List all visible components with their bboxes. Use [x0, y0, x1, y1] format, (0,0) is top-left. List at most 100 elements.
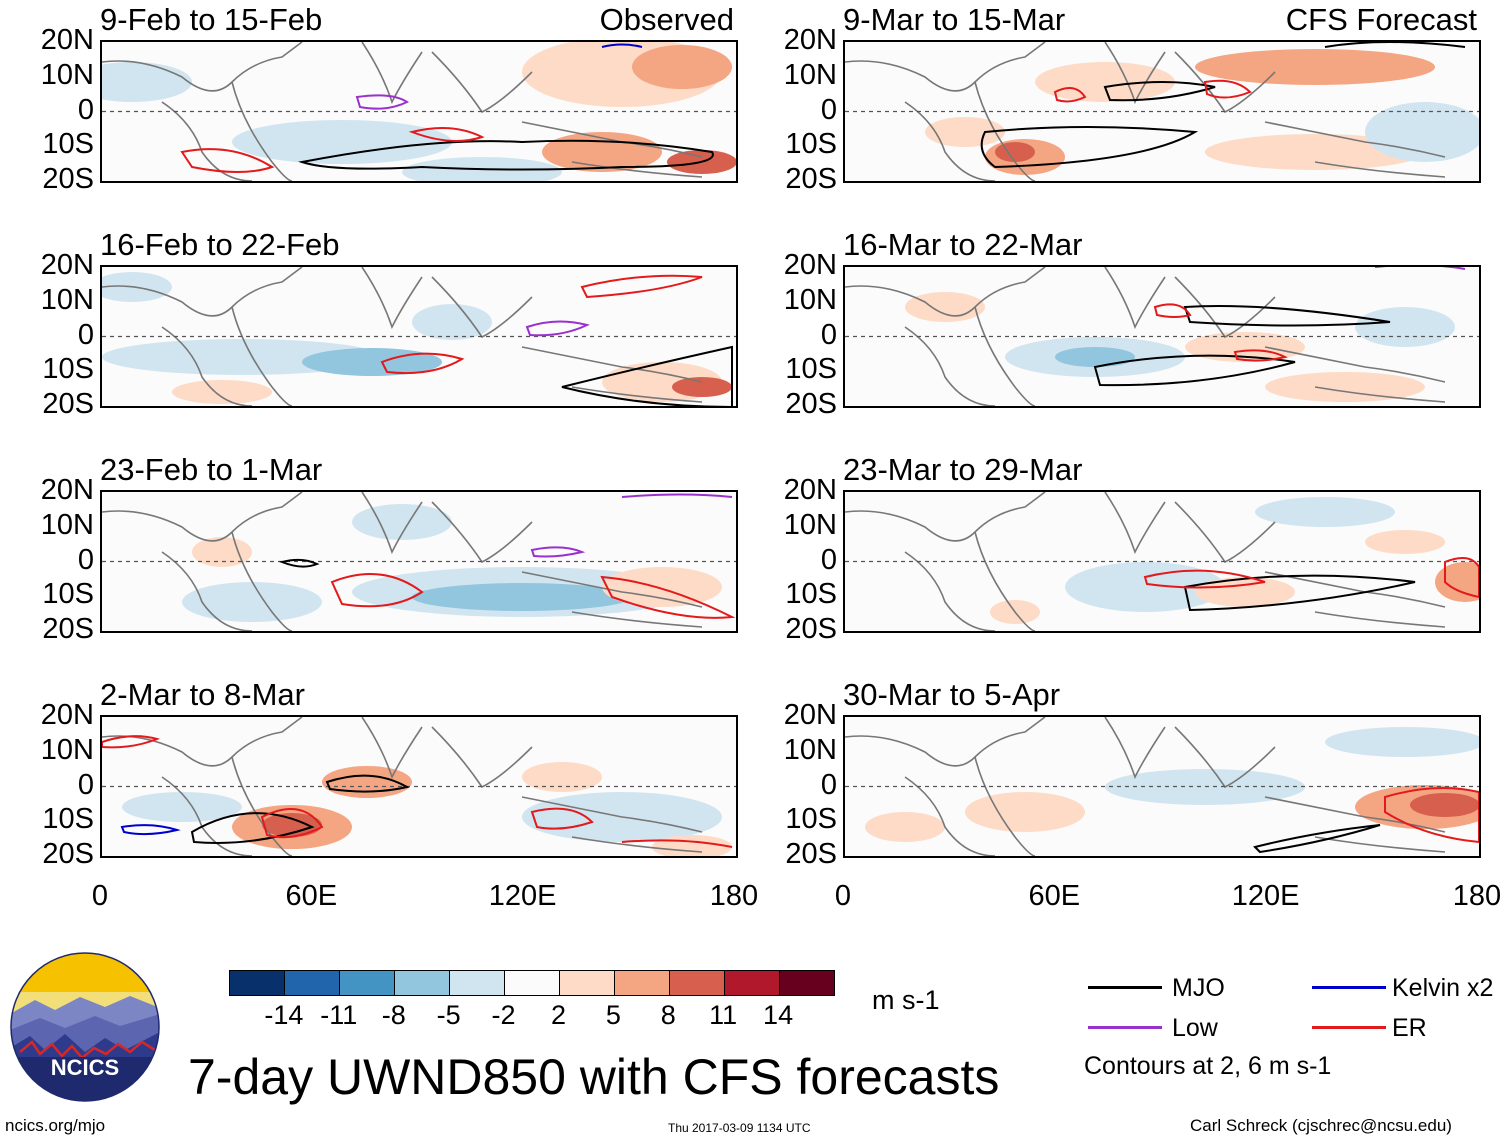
lat-tick-label: 10S [42, 353, 94, 386]
wave-contour [190, 812, 315, 844]
lat-tick-label: 20N [783, 24, 837, 56]
anomaly-shade [1195, 49, 1435, 85]
lat-tick-label: 0 [77, 93, 94, 126]
wave-contour [408, 127, 485, 142]
anomaly-shade [412, 583, 632, 611]
anomaly-shade [1065, 562, 1225, 612]
panel-map [843, 715, 1481, 858]
lat-tick-label: 20N [783, 474, 837, 506]
wave-contour [980, 126, 1199, 169]
anomaly-shade [1325, 727, 1479, 757]
anomaly-field [845, 42, 1479, 181]
panel-map [843, 490, 1481, 633]
lat-tick-label: 10N [783, 283, 837, 316]
colorbar-cell [505, 971, 560, 995]
colorbar-cell [780, 971, 834, 995]
colorbar-cell [560, 971, 615, 995]
wave-contour [530, 807, 594, 830]
wave-contour [1444, 557, 1479, 599]
anomaly-shade [172, 380, 272, 404]
wave-contour [525, 320, 590, 337]
wave-contour [1384, 787, 1479, 844]
wave-contour [1183, 574, 1416, 612]
lat-tick-label: 10S [785, 578, 837, 611]
panel-title: 9-Feb to 15-Feb [100, 2, 323, 37]
anomaly-field [845, 492, 1479, 631]
lat-tick-label: 10S [785, 128, 837, 161]
lat-tick-label: 10S [42, 578, 94, 611]
wave-contour [278, 558, 320, 568]
anomaly-shade [1255, 497, 1395, 527]
lat-tick-label: 0 [77, 543, 94, 576]
anomaly-shade [1365, 530, 1445, 554]
wave-contour [330, 573, 424, 608]
wave-contour [355, 94, 409, 110]
lat-tick-label: 10S [785, 353, 837, 386]
anomaly-shade [905, 292, 985, 322]
wave-contour [580, 274, 703, 299]
credit: Carl Schreck (cjschrec@ncsu.edu) [1190, 1116, 1452, 1135]
colorbar-tick-label: 11 [709, 1000, 738, 1030]
colorbar-cell [450, 971, 505, 995]
lat-tick-label: 0 [77, 768, 94, 801]
lat-tick-label: 20S [42, 388, 94, 420]
anomaly-shade [262, 813, 322, 837]
lon-tick-label: 0 [91, 880, 109, 912]
wave-contour [561, 345, 733, 406]
wave-contour [380, 352, 465, 375]
anomaly-shade [1265, 372, 1425, 402]
panel-title: 23-Mar to 29-Mar [843, 452, 1083, 487]
anomaly-shade [965, 792, 1085, 832]
panel-map [843, 265, 1481, 408]
wave-contour [1143, 569, 1266, 589]
lat-tick-label: 10N [40, 283, 94, 316]
anomaly-shade [1410, 793, 1479, 817]
colorbar-cell [395, 971, 450, 995]
anomaly-shade [1185, 332, 1305, 362]
lat-tick-label: 20S [785, 388, 837, 420]
lat-tick-label: 10N [40, 508, 94, 541]
wave-contour [1253, 824, 1381, 854]
wave-contour [1103, 81, 1216, 102]
colorbar-tick-label: 5 [605, 1000, 621, 1030]
colorbar-tick-label: -11 [320, 1000, 358, 1030]
panel-map [100, 40, 738, 183]
legend-mjo-line [1088, 986, 1162, 989]
colorbar-tick-label: -8 [381, 1000, 406, 1030]
anomaly-shade [1435, 562, 1479, 602]
panel-map [100, 490, 738, 633]
anomaly-shade [182, 582, 322, 622]
lon-tick-label: 120E [488, 880, 557, 912]
wave-contour [1093, 354, 1296, 387]
panel-map [100, 715, 738, 858]
lat-tick-label: 10N [783, 733, 837, 766]
lon-tick-label: 60E [285, 880, 338, 912]
colorbar-cell [725, 971, 780, 995]
panel-map [843, 40, 1481, 183]
lat-tick-label: 20N [40, 249, 94, 281]
colorbar-tick-label: 8 [660, 1000, 676, 1030]
lat-tick-label: 0 [820, 768, 837, 801]
panel-title: 16-Feb to 22-Feb [100, 227, 340, 262]
wave-contour [1324, 42, 1466, 48]
colorbar-cell [285, 971, 340, 995]
anomaly-field [102, 717, 736, 856]
wave-contour [1233, 349, 1288, 362]
chart-title: 7-day UWND850 with CFS forecasts [188, 1049, 1000, 1105]
lon-tick-label: 180 [1452, 880, 1502, 912]
lat-tick-label: 20N [40, 474, 94, 506]
wave-contour [298, 139, 714, 171]
panel-title: 23-Feb to 1-Mar [100, 452, 323, 487]
ncics-logo: NCICS [10, 952, 160, 1102]
lat-tick-label: 20S [42, 613, 94, 645]
lat-tick-label: 20S [42, 838, 94, 870]
lat-tick-label: 20N [40, 699, 94, 731]
lat-tick-label: 10N [40, 58, 94, 91]
site-link[interactable]: ncics.org/mjo [5, 1116, 106, 1135]
panel-source-label: CFS Forecast [1285, 2, 1477, 37]
anomaly-shade [522, 762, 602, 792]
anomaly-shade [995, 142, 1035, 162]
legend-mjo-label: MJO [1172, 974, 1225, 1002]
panel-source-label: Observed [599, 2, 734, 37]
anomaly-shade [602, 567, 722, 607]
